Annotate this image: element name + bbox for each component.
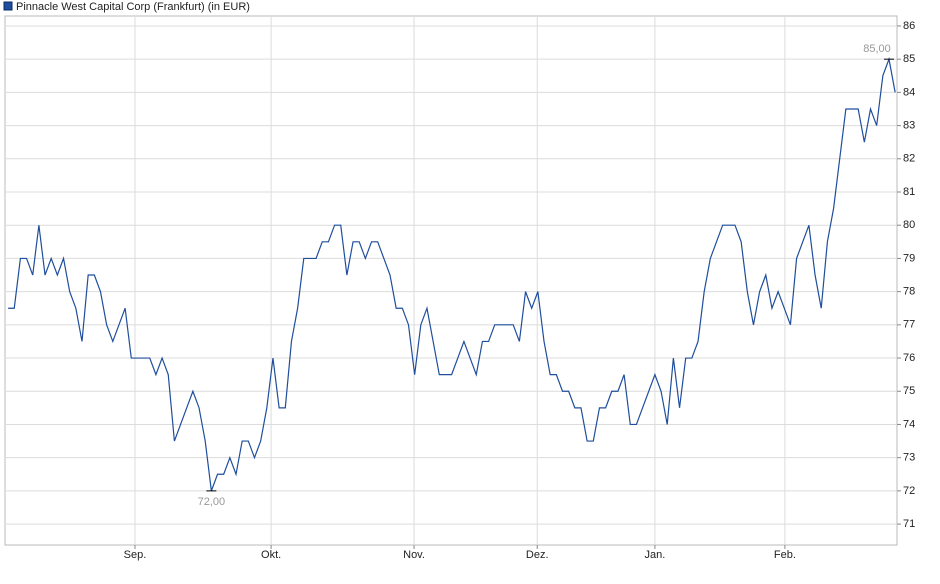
y-tick-label: 79 [903, 252, 915, 264]
annotation-label: 85,00 [863, 43, 891, 55]
y-tick-label: 84 [903, 86, 915, 98]
y-tick-label: 75 [903, 385, 915, 397]
x-tick-label: Feb. [774, 549, 796, 561]
legend-swatch [3, 1, 13, 11]
legend-label: Pinnacle West Capital Corp (Frankfurt) (… [16, 1, 250, 13]
plot-area [4, 15, 898, 546]
y-tick-label: 72 [903, 485, 915, 497]
y-tick-label: 81 [903, 186, 915, 198]
y-tick-label: 77 [903, 319, 915, 331]
y-tick-label: 83 [903, 119, 915, 131]
price-line [8, 56, 896, 492]
y-tick-label: 74 [903, 418, 915, 430]
y-tick-label: 80 [903, 219, 915, 231]
x-tick-label: Nov. [403, 549, 425, 561]
x-tick-label: Jan. [645, 549, 666, 561]
y-tick-label: 82 [903, 153, 915, 165]
y-tick-label: 71 [903, 518, 915, 530]
y-tick-label: 85 [903, 53, 915, 65]
x-tick-label: Okt. [261, 549, 281, 561]
x-tick-label: Sep. [124, 549, 147, 561]
y-tick-label: 73 [903, 452, 915, 464]
annotation-label: 72,00 [198, 496, 226, 508]
y-tick-label: 78 [903, 286, 915, 298]
y-tick-label: 86 [903, 20, 915, 32]
x-tick-label: Dez. [526, 549, 549, 561]
y-tick-label: 76 [903, 352, 915, 364]
